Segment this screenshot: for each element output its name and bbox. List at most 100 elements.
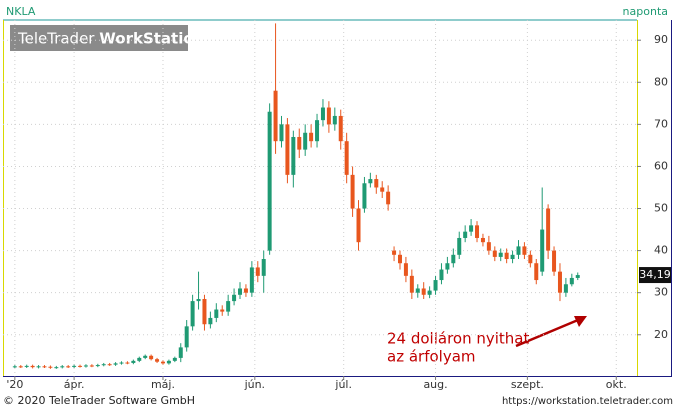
candle-body xyxy=(463,231,468,238)
candle-body xyxy=(403,263,408,276)
candle-body xyxy=(457,237,462,255)
candle-body xyxy=(30,365,35,368)
candle-body xyxy=(552,250,557,272)
x-tick-label: aug. xyxy=(423,378,447,391)
candle-body xyxy=(249,267,254,293)
candle-body xyxy=(344,141,349,175)
candle-body xyxy=(451,254,456,264)
x-tick-label: máj. xyxy=(151,378,175,391)
candle-body xyxy=(540,229,545,272)
footer-url: https://workstation.teletrader.com xyxy=(502,396,673,407)
candle-body xyxy=(563,284,568,293)
candle-body xyxy=(101,364,106,366)
x-tick-label: júl. xyxy=(334,378,352,391)
candle-body xyxy=(214,309,219,318)
x-tick-label: okt. xyxy=(606,378,627,391)
candle-body xyxy=(190,301,195,327)
x-tick-label: ápr. xyxy=(64,378,85,391)
candle-body xyxy=(433,280,438,291)
y-tick-label: 90 xyxy=(654,33,668,46)
candle-body xyxy=(143,355,148,358)
candle-body xyxy=(89,365,94,367)
candle-body xyxy=(155,359,160,362)
candle-body xyxy=(557,271,562,293)
candle-body xyxy=(315,120,320,142)
candle-body xyxy=(326,107,331,125)
candle-body xyxy=(255,267,260,276)
candle-body xyxy=(232,294,237,302)
candle-body xyxy=(374,179,379,188)
candle-body xyxy=(119,362,124,364)
candle-body xyxy=(125,362,130,364)
candle-body xyxy=(78,365,83,367)
candle-body xyxy=(528,254,533,264)
candle-body xyxy=(516,246,521,255)
candle-body xyxy=(297,136,302,150)
candle-body xyxy=(137,357,142,361)
candle-body xyxy=(421,288,426,295)
watermark-brand: TeleTrader xyxy=(17,29,95,47)
annotation-arrowhead xyxy=(574,316,587,327)
candle-body xyxy=(575,275,580,278)
last-price-label: 34,19 xyxy=(639,268,671,281)
candle-body xyxy=(24,365,29,367)
candle-body xyxy=(397,254,402,264)
candle-body xyxy=(427,290,432,295)
candle-body xyxy=(510,254,515,260)
candle-body xyxy=(83,365,88,367)
candle-body xyxy=(95,365,100,367)
candle-body xyxy=(160,361,165,364)
y-tick-label: 30 xyxy=(654,286,668,299)
x-tick-label: jún. xyxy=(244,378,266,391)
annotation-arrow xyxy=(515,318,579,348)
candle-body xyxy=(166,360,171,364)
candle-body xyxy=(486,242,491,251)
candle-body xyxy=(309,132,314,142)
watermark: TeleTrader WorkStation xyxy=(17,29,204,47)
candle-body xyxy=(439,269,444,281)
candle-body xyxy=(36,366,41,368)
candle-body xyxy=(178,347,183,358)
candle-body xyxy=(534,263,539,281)
candle-body xyxy=(368,179,373,184)
y-tick-label: 70 xyxy=(654,117,668,130)
watermark-product: WorkStation xyxy=(99,29,204,47)
candle-body xyxy=(226,301,231,312)
candle-body xyxy=(12,366,17,368)
candle-body xyxy=(285,124,290,175)
candle-body xyxy=(66,366,71,368)
y-tick-label: 20 xyxy=(654,328,668,341)
candle-body xyxy=(386,191,391,205)
candle-body xyxy=(208,317,213,325)
candle-body xyxy=(149,355,154,360)
candle-body xyxy=(184,326,189,348)
watermark-box xyxy=(10,25,188,51)
candle-body xyxy=(196,298,201,302)
candle-body xyxy=(238,288,243,295)
candle-body xyxy=(475,225,480,238)
candle-body xyxy=(267,111,272,251)
y-tick-label: 80 xyxy=(654,75,668,88)
candle-body xyxy=(261,259,266,276)
frequency: naponta xyxy=(623,5,668,18)
candle-body xyxy=(504,252,509,260)
candle-body xyxy=(362,183,367,209)
last-price-box xyxy=(639,267,671,284)
x-tick-label: szept. xyxy=(511,378,544,391)
y-tick-label: 50 xyxy=(654,202,668,215)
candle-body xyxy=(546,208,551,251)
candle-body xyxy=(172,357,177,361)
candle-body xyxy=(273,90,278,142)
candle-body xyxy=(356,208,361,243)
candle-body xyxy=(107,364,112,366)
candle-body xyxy=(392,250,397,255)
candle-body xyxy=(243,288,248,293)
candle-body xyxy=(380,187,385,192)
candle-body xyxy=(445,263,450,270)
y-tick-label: 40 xyxy=(654,244,668,257)
candle-body xyxy=(569,277,574,285)
symbol: NKLA xyxy=(6,5,36,18)
